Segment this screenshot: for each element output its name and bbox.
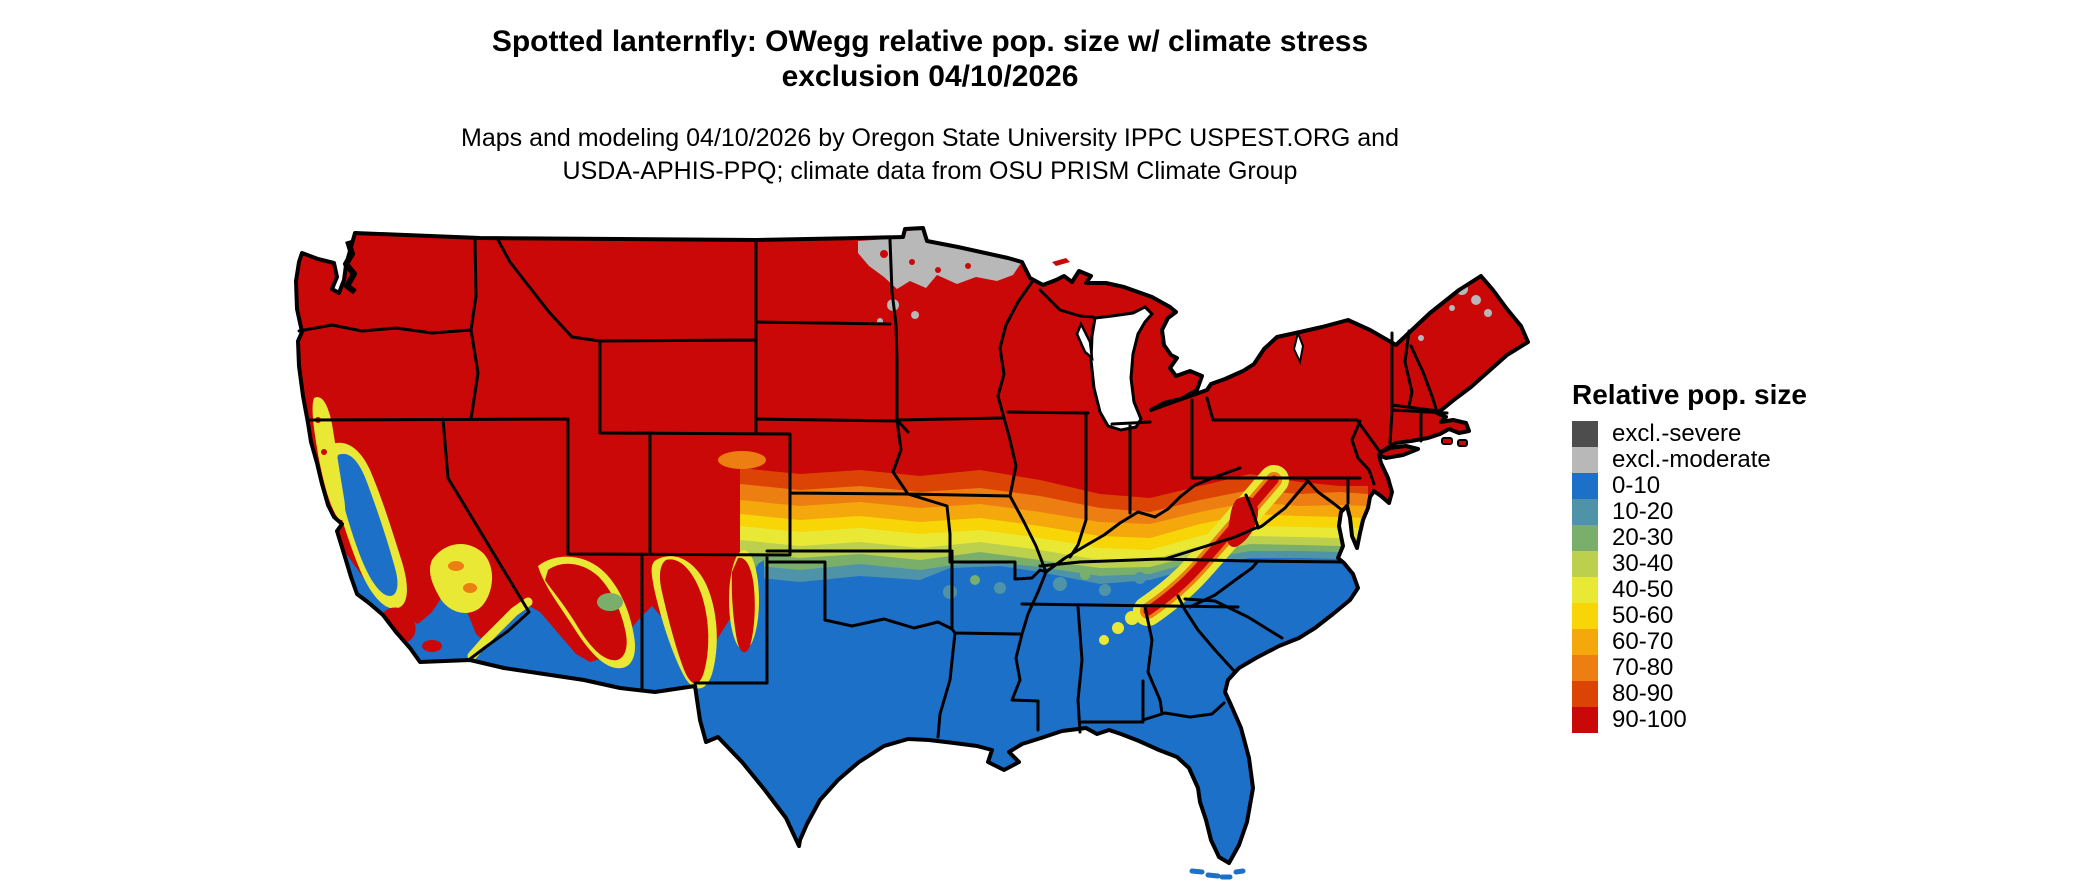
legend-item-40-50: 40-50 xyxy=(1572,576,1902,603)
fill-az-mountains-red xyxy=(545,563,627,661)
legend-label: 20-30 xyxy=(1612,524,1674,551)
lake-champlain xyxy=(1292,329,1305,366)
fill-central-valley-blue xyxy=(335,453,398,596)
legend-label: 0-10 xyxy=(1612,472,1661,499)
legend-item-0-10: 0-10 xyxy=(1572,472,1902,499)
map-subtitle: Maps and modeling 04/10/2026 by Oregon S… xyxy=(290,122,1570,188)
legend-swatch-50-60 xyxy=(1572,603,1598,629)
fill-teal-speck xyxy=(1134,572,1146,584)
puget-sound xyxy=(343,240,357,295)
subtitle-line1: Maps and modeling 04/10/2026 by Oregon S… xyxy=(461,124,1399,152)
legend-label: 60-70 xyxy=(1612,628,1674,655)
fill-appalachian-tail-yellow xyxy=(1125,611,1139,625)
fill-excl-moderate-minnesota xyxy=(858,230,1021,289)
legend-item-30-40: 30-40 xyxy=(1572,550,1902,577)
fill-az-yellow-fringe xyxy=(467,597,533,661)
legend-label: 10-20 xyxy=(1612,498,1674,525)
fill-norcal-coast-yellow xyxy=(312,397,346,520)
legend-label: 40-50 xyxy=(1612,576,1674,603)
legend-item-60-70: 60-70 xyxy=(1572,628,1902,655)
fill-teal-speck xyxy=(994,582,1006,594)
fill-nm-finger2-red xyxy=(731,557,755,653)
legend-label: excl.-moderate xyxy=(1612,446,1771,473)
legend-label: 70-80 xyxy=(1612,654,1674,681)
fill-blue-ridge-red-speck xyxy=(1156,598,1164,606)
fill-coast-red-speck xyxy=(321,449,327,455)
legend-swatch-10-20 xyxy=(1572,499,1598,525)
legend-swatch-excl-moderate xyxy=(1572,447,1598,473)
fill-excl-moderate-maine xyxy=(1471,295,1481,305)
page-title-line2: exclusion 04/10/2026 xyxy=(781,60,1079,93)
isle-royale xyxy=(1052,258,1070,266)
fill-red-speck-on-gray xyxy=(935,267,941,273)
legend-title: Relative pop. size xyxy=(1572,379,1807,410)
legend-item-excl-severe: excl.-severe xyxy=(1572,420,1902,447)
fill-excl-moderate-speck xyxy=(911,311,919,319)
fill-teal-speck xyxy=(1099,584,1111,596)
legend-label: excl.-severe xyxy=(1612,420,1742,447)
subtitle-line2: USDA-APHIS-PPQ; climate data from OSU PR… xyxy=(562,157,1298,185)
legend-swatch-20-30 xyxy=(1572,525,1598,551)
fill-excl-moderate-maine xyxy=(1449,305,1455,311)
legend-item-excl-moderate: excl.-moderate xyxy=(1572,446,1902,473)
fill-az-valley-sage xyxy=(597,593,623,611)
map-header: Spotted lanternfly: OWegg relative pop. … xyxy=(290,24,1570,94)
legend-label: 90-100 xyxy=(1612,706,1687,733)
legend-item-80-90: 80-90 xyxy=(1572,680,1902,707)
state-borders xyxy=(297,236,1449,739)
legend-swatch-excl-severe xyxy=(1572,421,1598,447)
legend-swatch-90-100 xyxy=(1572,707,1598,733)
page-title-line1: Spotted lanternfly: OWegg relative pop. … xyxy=(491,25,1369,58)
legend-item-90-100: 90-100 xyxy=(1572,706,1902,733)
fill-sage-speck xyxy=(970,575,980,585)
legend-item-10-20: 10-20 xyxy=(1572,498,1902,525)
legend-item-70-80: 70-80 xyxy=(1572,654,1902,681)
fill-snevada-orange xyxy=(463,583,477,593)
legend-label: 50-60 xyxy=(1612,602,1674,629)
legend-swatch-70-80 xyxy=(1572,655,1598,681)
legend-label: 80-90 xyxy=(1612,680,1674,707)
legend-swatch-0-10 xyxy=(1572,473,1598,499)
fill-sage-speck xyxy=(1080,570,1090,580)
map-fill-layers xyxy=(296,228,1528,863)
fill-colorado-orange-pocket xyxy=(718,451,766,469)
island-nantucket xyxy=(1457,439,1468,447)
fill-red-speck-on-gray xyxy=(880,250,888,258)
map-legend: Relative pop. size excl.-severe excl.-mo… xyxy=(1572,379,1902,733)
fill-teal-speck xyxy=(943,585,957,599)
legend-label: 30-40 xyxy=(1612,550,1674,577)
fill-snevada-yellow xyxy=(429,543,493,613)
fill-red-speck-on-gray xyxy=(909,259,915,265)
legend-item-50-60: 50-60 xyxy=(1572,602,1902,629)
lake-michigan xyxy=(1089,305,1155,432)
island-marthas-vineyard xyxy=(1441,437,1453,445)
florida-keys xyxy=(1189,868,1246,880)
fill-nm-finger-red xyxy=(659,559,709,684)
fill-teal-speck xyxy=(1053,577,1067,591)
fill-appalachian-tail-yellow xyxy=(1112,622,1124,634)
legend-swatch-40-50 xyxy=(1572,577,1598,603)
legend-swatch-60-70 xyxy=(1572,629,1598,655)
fill-red-speck-on-gray xyxy=(965,263,971,269)
band-0-10 xyxy=(740,558,1368,863)
legend-item-20-30: 20-30 xyxy=(1572,524,1902,551)
legend-swatch-80-90 xyxy=(1572,681,1598,707)
conus-outline xyxy=(294,226,1530,865)
green-bay xyxy=(1075,320,1094,362)
fill-socal-mountain-red xyxy=(422,640,442,652)
fill-excl-moderate-maine xyxy=(1484,309,1492,317)
legend-swatch-30-40 xyxy=(1572,551,1598,577)
fill-snevada-orange xyxy=(448,561,464,571)
fill-appalachian-tail-yellow xyxy=(1099,635,1109,645)
fill-excl-moderate-maine xyxy=(1418,335,1424,341)
fill-blue-ridge-red-speck xyxy=(1170,588,1178,596)
